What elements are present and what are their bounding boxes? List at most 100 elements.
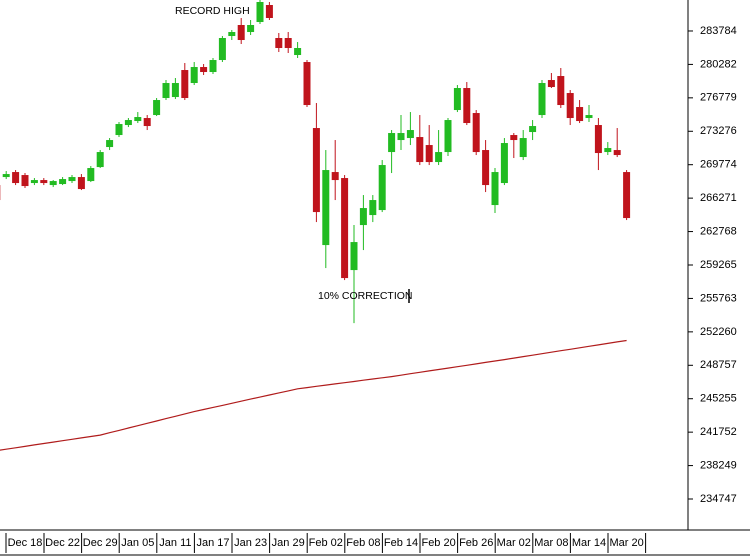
- y-tick-label: 245255: [700, 393, 737, 405]
- x-tick-label: Mar 08: [534, 537, 568, 549]
- y-tick-label: 266271: [700, 192, 737, 204]
- candle-body: [491, 172, 499, 206]
- candle-body: [444, 120, 452, 153]
- candle-body: [576, 107, 584, 122]
- candle-body: [12, 172, 20, 184]
- candle-body: [585, 115, 593, 119]
- y-tick-label: 248757: [700, 359, 737, 371]
- candle-body: [237, 25, 245, 41]
- candle-body: [87, 168, 95, 182]
- candle-body: [623, 172, 631, 219]
- candle-body: [209, 60, 217, 73]
- y-tick-label: 252260: [700, 326, 737, 338]
- candle-body: [49, 181, 57, 186]
- candle-body: [2, 174, 10, 178]
- candle-body: [153, 100, 161, 116]
- y-tick-label: 273276: [700, 125, 737, 137]
- y-tick-label: 283784: [700, 25, 737, 37]
- candle-body: [566, 93, 574, 119]
- candle-body: [359, 208, 367, 226]
- x-tick-label: Feb 02: [309, 537, 343, 549]
- candle-body: [369, 200, 377, 216]
- x-tick-label: Jan 17: [196, 537, 229, 549]
- candle-body: [453, 88, 461, 111]
- annotation: RECORD HIGH: [175, 5, 250, 17]
- annotation: 10% CORRECTION: [318, 290, 413, 302]
- candle-body: [322, 170, 330, 246]
- candle-body: [134, 117, 142, 122]
- x-tick-label: Jan 23: [234, 537, 267, 549]
- y-tick-label: 262768: [700, 225, 737, 237]
- candle-body: [519, 138, 527, 158]
- candle-body: [218, 38, 226, 61]
- x-tick-label: Dec 18: [8, 537, 43, 549]
- candle-body: [294, 48, 302, 56]
- candle-body: [613, 150, 621, 156]
- candle-body: [397, 133, 405, 141]
- y-tick-label: 241752: [700, 426, 737, 438]
- candle-body: [190, 67, 198, 84]
- candle-body: [30, 180, 38, 184]
- x-tick-label: Jan 11: [159, 537, 191, 549]
- candle-body: [284, 38, 292, 49]
- candle-body: [200, 67, 208, 73]
- candle-body: [463, 88, 471, 124]
- candle-body: [350, 242, 358, 271]
- candle-body: [68, 177, 76, 182]
- candle-body: [247, 25, 255, 33]
- candle-body: [388, 133, 396, 153]
- candle-body: [378, 165, 386, 211]
- candle-body: [594, 125, 602, 154]
- candle-body: [77, 177, 85, 190]
- candle-body: [96, 152, 104, 168]
- candle-body: [143, 118, 151, 127]
- x-tick-label: Feb 20: [421, 537, 455, 549]
- candle-body: [331, 172, 339, 181]
- y-tick-label: 255763: [700, 292, 737, 304]
- x-tick-label: Feb 26: [459, 537, 493, 549]
- y-tick-label: 238249: [700, 459, 737, 471]
- candle-body: [604, 148, 612, 153]
- x-tick-label: Dec 22: [45, 537, 80, 549]
- candle-body: [500, 143, 508, 184]
- candle-body: [435, 152, 443, 163]
- candle-body: [59, 179, 67, 185]
- y-tick-label: 259265: [700, 259, 737, 271]
- candle-body: [538, 83, 546, 116]
- x-tick-label: Mar 14: [572, 537, 606, 549]
- candle-body: [40, 180, 48, 184]
- candle-body: [256, 2, 264, 23]
- candle-body: [115, 124, 123, 136]
- candle-body: [529, 126, 537, 133]
- candle-body: [341, 178, 349, 279]
- x-tick-label: Mar 02: [497, 537, 531, 549]
- x-tick-label: Mar 20: [609, 537, 643, 549]
- candle-body: [303, 62, 311, 106]
- y-tick-label: 269774: [700, 159, 737, 171]
- y-tick-label: 234747: [700, 493, 737, 505]
- x-tick-label: Dec 29: [83, 537, 118, 549]
- x-tick-label: Feb 14: [384, 537, 418, 549]
- moving-average-line: [0, 339, 627, 451]
- candle-body: [162, 83, 170, 99]
- candle-body: [557, 76, 565, 106]
- candle-body: [312, 128, 320, 213]
- candle-body: [181, 70, 189, 99]
- candle-body: [228, 32, 236, 37]
- x-tick-label: Feb 08: [346, 537, 380, 549]
- candle-body: [510, 135, 518, 141]
- y-tick-label: 276779: [700, 92, 737, 104]
- candle-body: [106, 140, 114, 148]
- candle-body: [21, 175, 29, 187]
- x-tick-label: Jan 05: [121, 537, 154, 549]
- candle-body: [275, 38, 283, 49]
- candle-body: [416, 137, 424, 163]
- candle-body: [124, 120, 132, 126]
- candle-body: [482, 150, 490, 186]
- x-tick-label: Jan 29: [272, 537, 305, 549]
- candle-body: [425, 145, 433, 163]
- candle-body: [265, 5, 273, 19]
- candle-body: [472, 113, 480, 153]
- candle-body: [171, 83, 179, 98]
